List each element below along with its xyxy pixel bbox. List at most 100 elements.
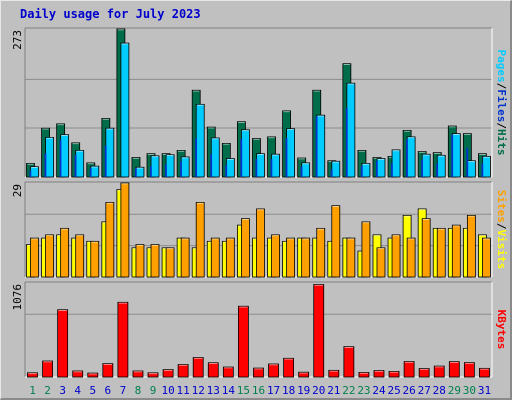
day-label: 5: [89, 384, 96, 397]
files-bar: [315, 116, 318, 177]
files-bar: [375, 160, 378, 177]
visits-bar: [180, 237, 190, 278]
files-bar: [240, 139, 243, 177]
day-label: 1: [29, 384, 36, 397]
kbytes-bar: [268, 363, 279, 378]
day-label: 10: [161, 384, 174, 397]
visits-bar: [60, 227, 70, 278]
kbytes-bar: [283, 357, 294, 378]
visits-bar: [241, 218, 250, 278]
hits-bar: [421, 153, 431, 178]
day-label: 17: [267, 384, 280, 397]
panel-3-ymax-label: 1076: [11, 284, 24, 311]
files-bar: [44, 153, 47, 177]
day-label: 12: [192, 384, 205, 397]
visits-bar: [271, 234, 280, 278]
files-bar: [360, 166, 363, 177]
visits-bar: [90, 240, 100, 278]
files-bar: [165, 164, 167, 177]
hits-bar: [60, 134, 70, 178]
day-label: 14: [222, 384, 236, 397]
files-bar: [300, 166, 303, 177]
files-bar: [330, 169, 333, 177]
hits-bar: [105, 127, 115, 178]
day-label: 7: [120, 384, 127, 397]
hits-bar: [346, 82, 356, 178]
day-label: 13: [207, 384, 220, 397]
hits-bar: [90, 165, 100, 178]
kbytes-bar: [177, 364, 189, 378]
files-bar: [89, 168, 92, 177]
kbytes-bar: [57, 309, 69, 378]
files-bar: [195, 138, 198, 177]
kbytes-bar: [42, 360, 53, 378]
page-title: Daily usage for July 2023: [20, 7, 201, 21]
legend-separator: /: [495, 223, 508, 230]
kbytes-bar: [147, 372, 159, 378]
legend-kbytes: KBytes: [495, 310, 508, 350]
day-label: 19: [297, 384, 310, 397]
visits-bar: [120, 182, 130, 278]
legend-sites: Sites: [495, 190, 508, 223]
kbytes-bar: [87, 372, 99, 378]
legend-separator: /: [495, 122, 508, 129]
kbytes-bar: [27, 372, 38, 378]
kbytes-bar: [72, 370, 84, 378]
visits-bar: [421, 218, 431, 278]
hits-bar: [150, 155, 160, 178]
hits-bar: [406, 136, 416, 178]
day-label: 28: [433, 384, 446, 397]
files-bar: [74, 154, 77, 177]
day-label: 23: [357, 384, 370, 397]
day-label: 8: [135, 384, 142, 397]
day-label: 24: [372, 384, 386, 397]
files-bar: [406, 139, 408, 177]
hits-bar: [45, 137, 54, 178]
hits-bar: [301, 162, 311, 178]
kbytes-bar: [463, 362, 475, 378]
visits-bar: [482, 237, 491, 278]
kbytes-bar: [192, 357, 204, 378]
visits-bar: [391, 234, 401, 278]
visits-bar: [75, 234, 85, 278]
kbytes-bar: [313, 284, 325, 378]
visits-bar: [406, 237, 416, 278]
day-label: 2: [44, 384, 51, 397]
hits-bar: [391, 149, 401, 178]
kbytes-bar: [207, 362, 219, 378]
files-bar: [59, 139, 62, 177]
kbytes-bar: [373, 370, 385, 378]
visits-bar: [436, 227, 446, 278]
visits-bar: [45, 234, 54, 278]
day-label: 27: [418, 384, 431, 397]
day-label: 3: [59, 384, 66, 397]
day-label: 20: [312, 384, 325, 397]
files-bar: [270, 159, 273, 177]
legend-pages: Pages: [495, 50, 508, 83]
hits-bar: [466, 160, 476, 178]
kbytes-bar: [479, 367, 490, 378]
hits-bar: [451, 133, 461, 178]
panel-2-legend-label: Sites/Visits: [495, 190, 508, 270]
day-label: 11: [177, 384, 190, 397]
hits-bar: [286, 128, 295, 178]
hits-bar: [225, 158, 235, 178]
kbytes-bar: [433, 365, 445, 378]
hits-bar: [135, 166, 145, 178]
hits-bar: [376, 158, 386, 178]
hits-bar: [165, 154, 175, 178]
day-label: 26: [403, 384, 416, 397]
day-label: 18: [282, 384, 295, 397]
panel-2-ymax-label: 29: [11, 184, 24, 197]
kbytes-bar: [162, 369, 174, 378]
kbytes-bar: [328, 369, 340, 378]
visits-bar: [150, 244, 160, 278]
hits-bar: [120, 42, 130, 178]
day-label: 29: [448, 384, 461, 397]
files-bar: [451, 134, 454, 177]
visits-bar: [331, 205, 341, 278]
legend-separator: /: [495, 83, 508, 90]
hits-bar: [241, 129, 250, 178]
